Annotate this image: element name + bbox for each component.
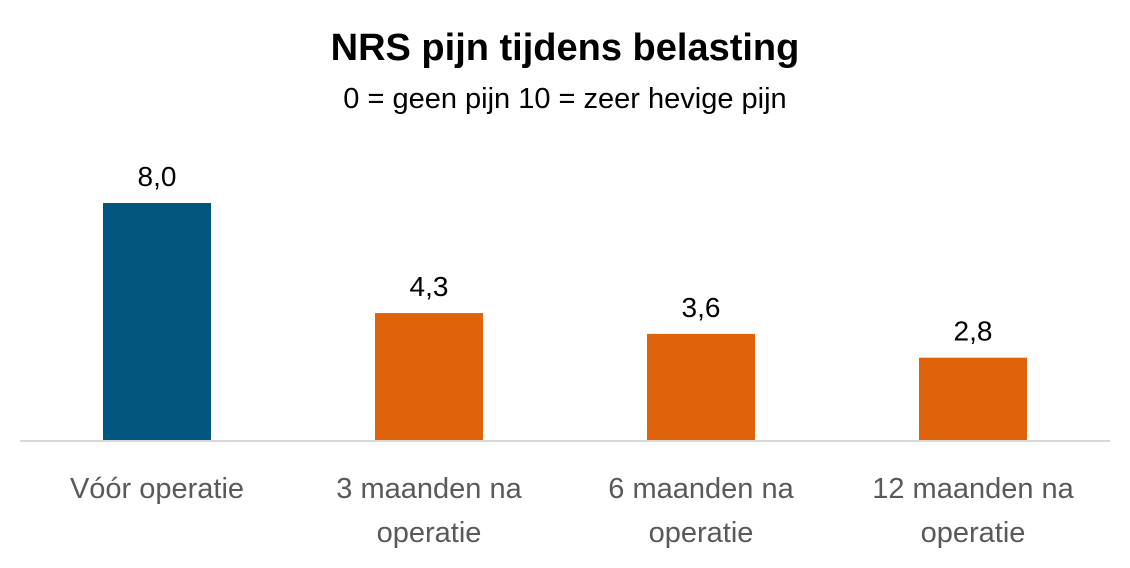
data-labels-group: 8,0 4,3 3,6 2,8 xyxy=(138,161,993,347)
category-label-2-line-2: operatie xyxy=(377,517,482,549)
category-label-4-line-1: 12 maanden na xyxy=(872,473,1074,505)
category-label-3-line-2: operatie xyxy=(649,517,754,549)
category-label-4: 12 maanden na operatie xyxy=(872,473,1074,549)
category-label-3: 6 maanden na operatie xyxy=(608,473,794,549)
category-label-2-line-1: 3 maanden na xyxy=(336,473,522,505)
category-label-1: Vóór operatie xyxy=(70,473,244,505)
data-label-2: 4,3 xyxy=(410,271,449,302)
category-label-4-line-2: operatie xyxy=(921,517,1026,549)
category-label-1-line-1: Vóór operatie xyxy=(70,473,244,505)
data-label-3: 3,6 xyxy=(682,292,721,323)
bars-group xyxy=(103,203,1027,441)
chart-subtitle: 0 = geen pijn 10 = zeer hevige pijn xyxy=(343,83,786,115)
category-label-3-line-1: 6 maanden na xyxy=(608,473,794,505)
category-label-2: 3 maanden na operatie xyxy=(336,473,522,549)
chart-title: NRS pijn tijdens belasting xyxy=(331,27,800,69)
bar-4 xyxy=(919,357,1027,441)
data-label-1: 8,0 xyxy=(138,161,177,192)
bar-1 xyxy=(103,203,211,441)
bar-2 xyxy=(375,313,483,441)
bar-3 xyxy=(647,333,755,441)
data-label-4: 2,8 xyxy=(954,316,993,347)
